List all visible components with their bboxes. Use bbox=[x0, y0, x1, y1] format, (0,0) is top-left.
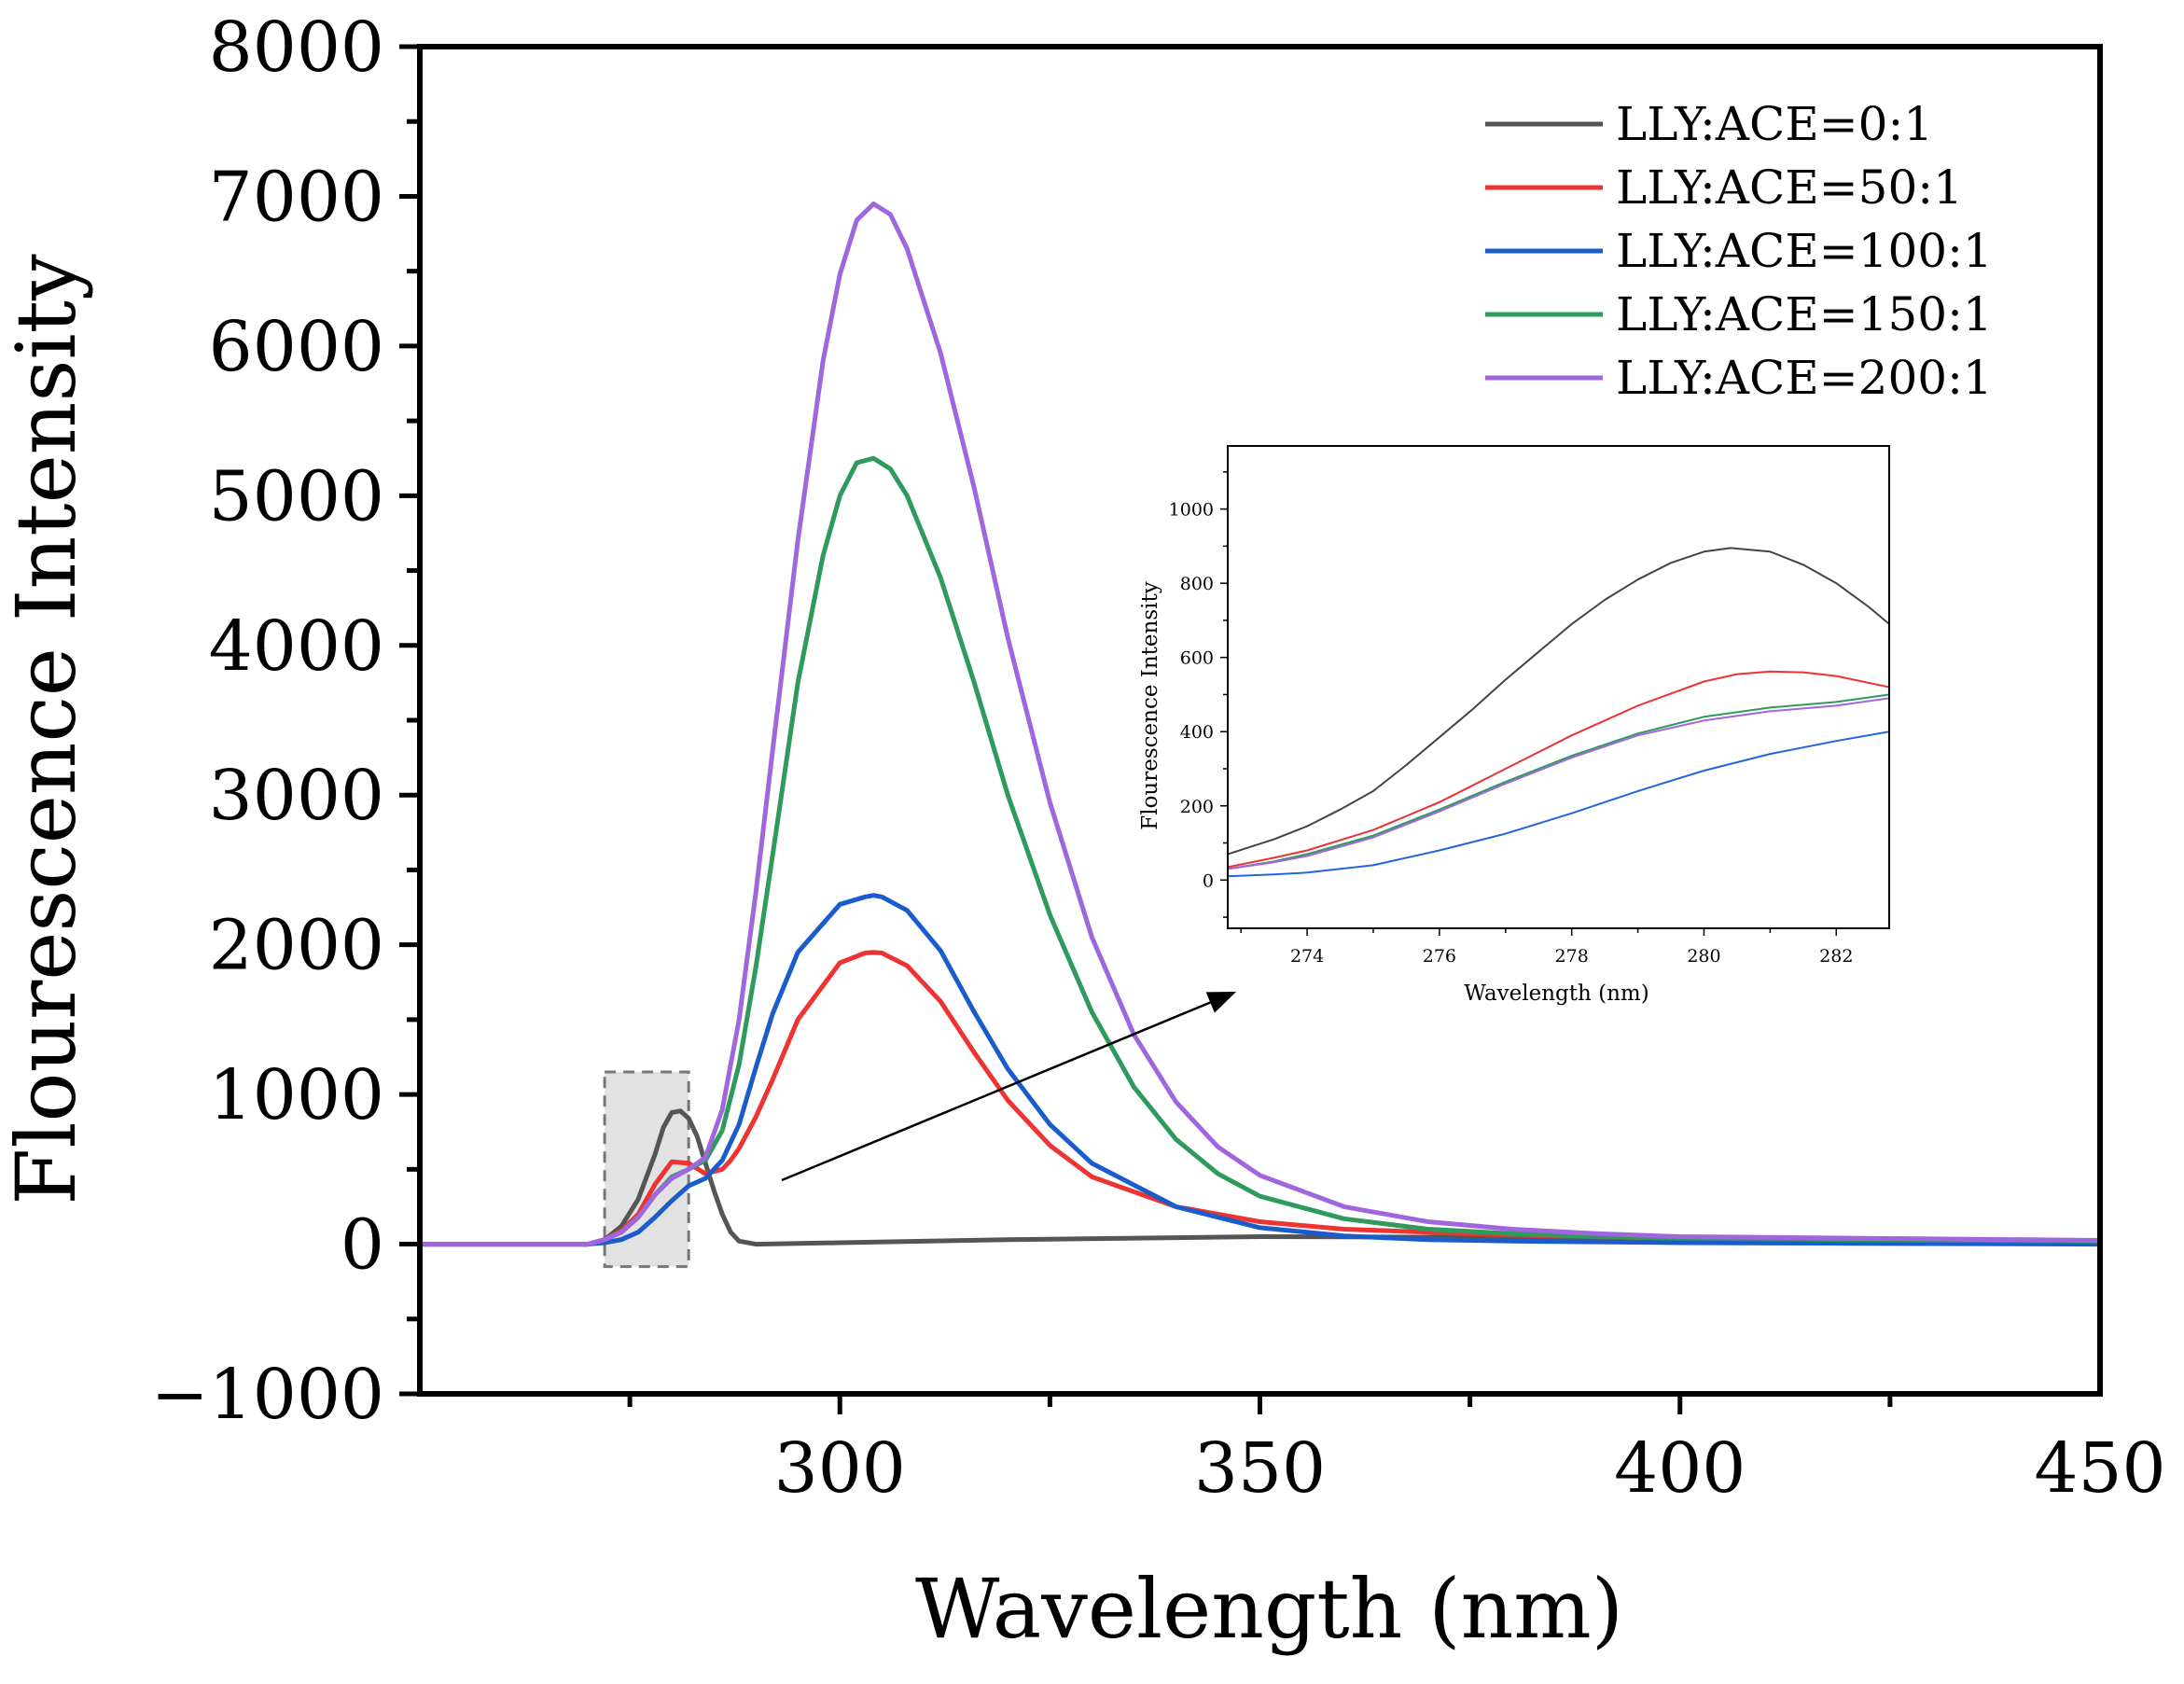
x-tick-label: 350 bbox=[1194, 1428, 1326, 1509]
main-y-tick-labels: −1000 0 1000 2000 3000 4000 5000 6000 7000 8000 bbox=[151, 7, 384, 1435]
inset-x-tick-label: 278 bbox=[1555, 946, 1589, 967]
main-chart: 300 350 400 450 −10000100020003000400050006… bbox=[0, 7, 2166, 1657]
inset-y-tick-label: 600 bbox=[1180, 648, 1214, 669]
legend-item-lly-ace-200-1: LLY:ACE=200:1 bbox=[1485, 351, 1993, 405]
legend-label: LLY:ACE=150:1 bbox=[1616, 287, 1993, 341]
inset-y-tick-label: 800 bbox=[1180, 574, 1214, 594]
y-tick-label: 3000 bbox=[209, 756, 384, 836]
legend-label: LLY:ACE=200:1 bbox=[1616, 351, 1993, 405]
inset-y-tick-label: 0 bbox=[1203, 870, 1214, 891]
y-tick-label: 8000 bbox=[209, 7, 384, 88]
highlight-box bbox=[603, 1070, 690, 1269]
legend: LLY:ACE=0:1 LLY:ACE=50:1 LLY:ACE=100:1 LLY:… bbox=[1485, 97, 1993, 405]
y-tick-label: −1000 bbox=[151, 1355, 384, 1435]
legend-label: LLY:ACE=100:1 bbox=[1616, 224, 1993, 278]
legend-item-lly-ace-0-1: LLY:ACE=0:1 bbox=[1485, 97, 1933, 151]
zoom-arrow-line bbox=[781, 1001, 1211, 1182]
x-tick-label: 300 bbox=[774, 1428, 906, 1509]
inset-y-tick-label: 200 bbox=[1180, 797, 1214, 817]
y-tick-label: 7000 bbox=[209, 157, 384, 237]
y-tick-label: 6000 bbox=[209, 307, 384, 387]
main-x-axis-title: Wavelength (nm) bbox=[915, 1561, 1623, 1657]
inset-x-tick-label: 280 bbox=[1687, 946, 1720, 967]
inset-series-line-lly-ace-0-1 bbox=[1228, 547, 1889, 856]
main-series-lines bbox=[420, 202, 2100, 1247]
legend-item-lly-ace-50-1: LLY:ACE=50:1 bbox=[1485, 160, 1963, 215]
inset-series-line-lly-ace-100-1 bbox=[1228, 731, 1889, 878]
series-line-lly-ace-50-1 bbox=[420, 950, 2100, 1247]
main-x-tick-labels: 300 350 400 450 bbox=[774, 1428, 2166, 1509]
inset-series-line-lly-ace-150-1 bbox=[1228, 693, 1889, 870]
inset-series-line-lly-ace-200-1 bbox=[1228, 697, 1889, 870]
inset-x-tick-labels: 274 276 278 280 282 bbox=[1290, 946, 1853, 967]
legend-item-lly-ace-150-1: LLY:ACE=150:1 bbox=[1485, 287, 1993, 341]
legend-label: LLY:ACE=0:1 bbox=[1616, 97, 1933, 151]
inset-x-axis-title: Wavelength (nm) bbox=[1464, 981, 1648, 1006]
inset-y-tick-labels: 0 200 400 600 800 1000 bbox=[1169, 500, 1214, 892]
x-tick-label: 400 bbox=[1614, 1428, 1746, 1509]
x-tick-label: 450 bbox=[2034, 1428, 2165, 1509]
y-tick-label: 1000 bbox=[209, 1055, 384, 1135]
inset-x-tick-label: 276 bbox=[1423, 946, 1456, 967]
series-line-lly-ace-0-1 bbox=[420, 1108, 2100, 1247]
inset-x-tick-label: 282 bbox=[1819, 946, 1853, 967]
highlight-box-rect bbox=[603, 1070, 690, 1269]
inset-y-axis-title: Flourescence Intensity bbox=[1138, 581, 1162, 829]
inset-chart: 274 276 278 280 282 0 200 400 600 800 1000 Wavele… bbox=[1138, 445, 1890, 1006]
y-tick-label: 2000 bbox=[209, 906, 384, 986]
inset-y-tick-label: 400 bbox=[1180, 722, 1214, 743]
zoom-arrow-head bbox=[1205, 992, 1236, 1013]
inset-series-line-lly-ace-50-1 bbox=[1228, 670, 1889, 869]
y-tick-label: 0 bbox=[341, 1205, 384, 1286]
zoom-arrow bbox=[781, 992, 1236, 1182]
inset-series-lines bbox=[1228, 547, 1889, 878]
legend-label: LLY:ACE=50:1 bbox=[1616, 160, 1963, 215]
y-tick-label: 4000 bbox=[209, 606, 384, 687]
inset-plot-frame bbox=[1227, 445, 1890, 929]
series-line-lly-ace-100-1 bbox=[420, 893, 2100, 1247]
inset-axis-ticks bbox=[1220, 471, 1838, 936]
main-axis-ticks bbox=[399, 44, 1893, 1414]
y-tick-label: 5000 bbox=[209, 456, 384, 536]
inset-x-tick-label: 274 bbox=[1290, 946, 1324, 967]
main-y-axis-title: Flourescence Intensity bbox=[0, 254, 94, 1205]
legend-item-lly-ace-100-1: LLY:ACE=100:1 bbox=[1485, 224, 1993, 278]
inset-y-tick-label: 1000 bbox=[1169, 500, 1214, 521]
series-line-lly-ace-200-1 bbox=[420, 202, 2100, 1247]
inset-background bbox=[1228, 446, 1889, 928]
